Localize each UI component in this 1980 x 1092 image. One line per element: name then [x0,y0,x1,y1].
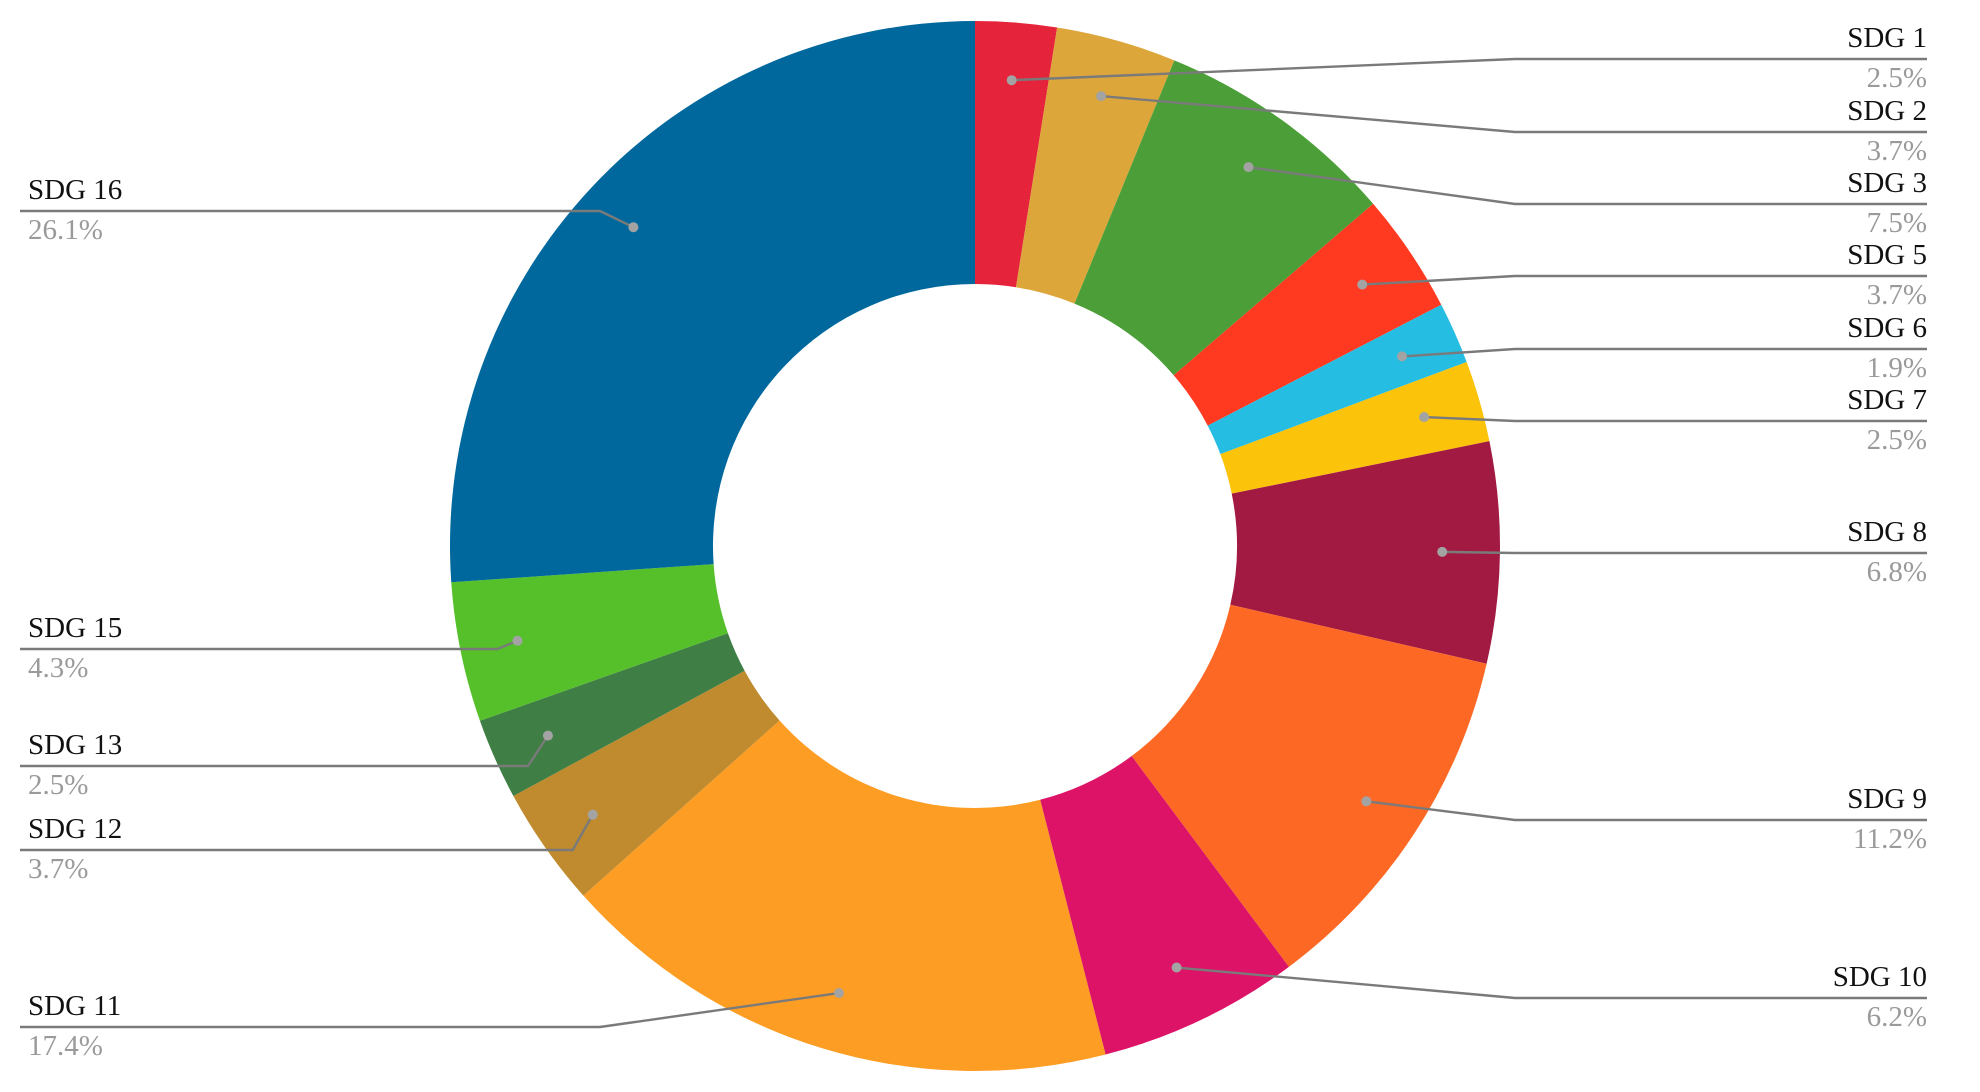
label-name-sdg-7: SDG 7 [1847,384,1927,416]
label-value-sdg-6: 1.9% [1867,352,1927,384]
leader-line-sdg-1 [1011,57,1927,82]
anchor-dot-sdg-5 [1357,279,1368,290]
leader-line-sdg-2 [1101,94,1927,134]
anchor-dot-sdg-16 [628,222,639,233]
label-name-sdg-9: SDG 9 [1847,783,1927,815]
slice-labels: SDG 12.5%SDG 23.7%SDG 37.5%SDG 53.7%SDG … [28,22,1927,1062]
label-name-sdg-5: SDG 5 [1847,239,1927,271]
slice-sdg-8 [1230,441,1500,664]
slice-sdg-9 [1131,604,1487,967]
anchor-dot-sdg-13 [542,730,553,741]
anchor-dot-sdg-1 [1006,75,1017,86]
leader-line-sdg-3 [1248,165,1927,206]
leader-line-sdg-10 [1176,966,1927,1000]
slice-sdg-3 [1074,60,1374,376]
label-value-sdg-16: 26.1% [28,214,103,246]
label-name-sdg-13: SDG 13 [28,729,122,761]
label-name-sdg-2: SDG 2 [1847,95,1927,127]
label-name-sdg-16: SDG 16 [28,174,122,206]
label-name-sdg-6: SDG 6 [1847,312,1927,344]
slice-sdg-15 [451,564,728,721]
slice-sdg-11 [583,720,1106,1071]
anchor-dot-sdg-8 [1437,546,1448,557]
slice-sdg-7 [1220,361,1490,494]
anchor-dot-sdg-9 [1361,796,1372,807]
label-name-sdg-8: SDG 8 [1847,516,1927,548]
leader-line-sdg-16 [20,209,634,229]
label-value-sdg-15: 4.3% [28,652,88,684]
slice-sdg-1 [975,21,1058,288]
anchor-dot-sdg-15 [512,635,523,646]
anchor-dot-sdg-12 [587,809,598,820]
label-value-sdg-13: 2.5% [28,769,88,801]
anchor-dot-sdg-11 [834,988,845,999]
leader-line-sdg-13 [20,734,549,768]
anchor-dot-sdg-2 [1096,91,1107,102]
slice-sdg-2 [1015,27,1175,304]
slice-sdg-13 [479,633,745,797]
label-name-sdg-11: SDG 11 [28,990,121,1022]
label-name-sdg-3: SDG 3 [1847,167,1927,199]
leader-line-sdg-12 [20,814,594,852]
anchor-dot-sdg-6 [1397,351,1408,362]
anchor-dot-sdg-7 [1419,412,1430,423]
label-value-sdg-12: 3.7% [28,853,88,885]
label-value-sdg-2: 3.7% [1867,135,1927,167]
label-value-sdg-1: 2.5% [1867,62,1927,94]
label-name-sdg-10: SDG 10 [1833,961,1927,993]
label-name-sdg-12: SDG 12 [28,813,122,845]
leader-line-sdg-15 [20,639,518,651]
label-name-sdg-1: SDG 1 [1847,22,1927,54]
label-value-sdg-3: 7.5% [1867,207,1927,239]
label-name-sdg-15: SDG 15 [28,612,122,644]
label-value-sdg-11: 17.4% [28,1030,103,1062]
slice-sdg-10 [1040,756,1289,1055]
leader-line-sdg-7 [1424,415,1927,423]
slice-sdg-5 [1173,203,1442,426]
label-value-sdg-9: 11.2% [1853,823,1927,855]
anchor-dot-sdg-10 [1171,962,1182,973]
donut-slices [450,21,1500,1071]
leader-line-sdg-5 [1362,274,1927,286]
leader-line-sdg-8 [1442,550,1927,555]
anchor-dot-sdg-3 [1243,162,1254,173]
label-leaders [20,57,1927,1029]
label-value-sdg-7: 2.5% [1867,424,1927,456]
label-value-sdg-10: 6.2% [1867,1001,1927,1033]
leader-line-sdg-11 [20,991,840,1029]
leader-line-sdg-9 [1366,800,1927,822]
slice-sdg-6 [1207,304,1467,455]
label-value-sdg-8: 6.8% [1867,556,1927,588]
leader-line-sdg-6 [1401,347,1927,358]
label-value-sdg-5: 3.7% [1867,279,1927,311]
slice-sdg-16 [450,21,975,583]
